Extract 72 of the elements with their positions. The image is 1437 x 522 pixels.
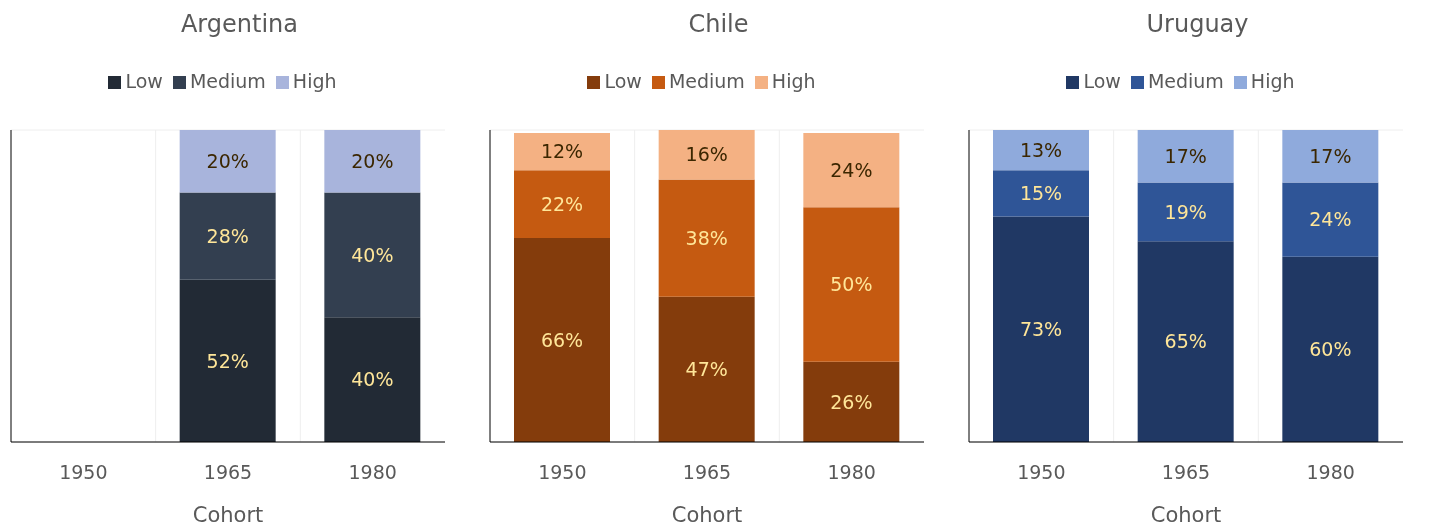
bar: [658, 130, 755, 180]
bar: [514, 170, 610, 239]
bar: [658, 179, 755, 297]
bar: [803, 133, 900, 208]
legend-label: Medium: [1147, 70, 1224, 92]
chart-title: Uruguay: [1145, 10, 1250, 38]
data-label: 20%: [206, 149, 249, 172]
bar: [1282, 130, 1379, 183]
data-label: 22%: [540, 192, 584, 215]
chart-title: Chile: [687, 10, 750, 38]
data-label: 73%: [1019, 317, 1063, 340]
legend-label: High: [771, 70, 816, 92]
bar: [993, 170, 1089, 217]
bar: [514, 133, 610, 171]
legend-label: Low: [1083, 70, 1121, 92]
data-label: 15%: [1019, 182, 1063, 205]
data-label: 40%: [351, 368, 394, 391]
x-tick-label: 1965: [682, 461, 732, 484]
legend-label: Medium: [189, 70, 266, 92]
bar: [179, 192, 276, 280]
data-label: 12%: [540, 140, 584, 163]
legend-label: Low: [125, 70, 163, 92]
legend-label: High: [1250, 70, 1295, 92]
bar: [1282, 182, 1379, 257]
chart-title: Argentina: [179, 10, 300, 38]
x-axis-title: Cohort: [1150, 503, 1222, 522]
x-tick-label: 1980: [827, 461, 876, 484]
data-label: 20%: [351, 149, 394, 172]
data-label: 26%: [830, 390, 873, 413]
bar: [803, 361, 900, 442]
data-label: 38%: [685, 226, 728, 249]
bar: [324, 192, 421, 318]
data-label: 17%: [1164, 145, 1207, 167]
x-tick-label: 1965: [203, 461, 253, 484]
bar: [1137, 130, 1234, 183]
data-label: 13%: [1019, 138, 1063, 161]
x-tick-label: 1950: [538, 461, 587, 484]
data-label: 52%: [206, 349, 249, 372]
x-axis-title: Cohort: [671, 503, 743, 522]
data-label: 50%: [830, 273, 873, 296]
bar: [803, 207, 900, 362]
data-label: 19%: [1164, 200, 1207, 223]
x-axis-title: Cohort: [192, 503, 264, 522]
legend-label: Medium: [668, 70, 745, 92]
bar: [1137, 241, 1234, 442]
bar: [179, 279, 276, 442]
data-label: 65%: [1164, 330, 1207, 353]
data-label: 17%: [1309, 145, 1352, 167]
x-tick-label: 1980: [348, 461, 397, 484]
legend-label: High: [292, 70, 337, 92]
data-label: 47%: [685, 358, 728, 381]
bar: [1282, 256, 1379, 442]
bar: [658, 296, 755, 442]
x-tick-label: 1950: [59, 461, 108, 484]
bar: [179, 130, 276, 193]
data-label: 40%: [351, 243, 394, 266]
x-tick-label: 1980: [1306, 461, 1355, 484]
data-label: 24%: [1309, 208, 1352, 231]
bar: [514, 238, 610, 442]
data-label: 66%: [540, 328, 584, 351]
bar: [1137, 182, 1234, 242]
bar: [324, 130, 421, 193]
data-label: 28%: [206, 224, 249, 247]
bar: [993, 130, 1089, 171]
bar: [324, 317, 421, 442]
legend-label: Low: [604, 70, 642, 92]
x-tick-label: 1965: [1161, 461, 1211, 484]
data-label: 24%: [830, 158, 873, 181]
data-label: 60%: [1309, 338, 1352, 361]
data-label: 16%: [685, 143, 728, 166]
bar: [993, 216, 1089, 442]
x-tick-label: 1950: [1017, 461, 1066, 484]
